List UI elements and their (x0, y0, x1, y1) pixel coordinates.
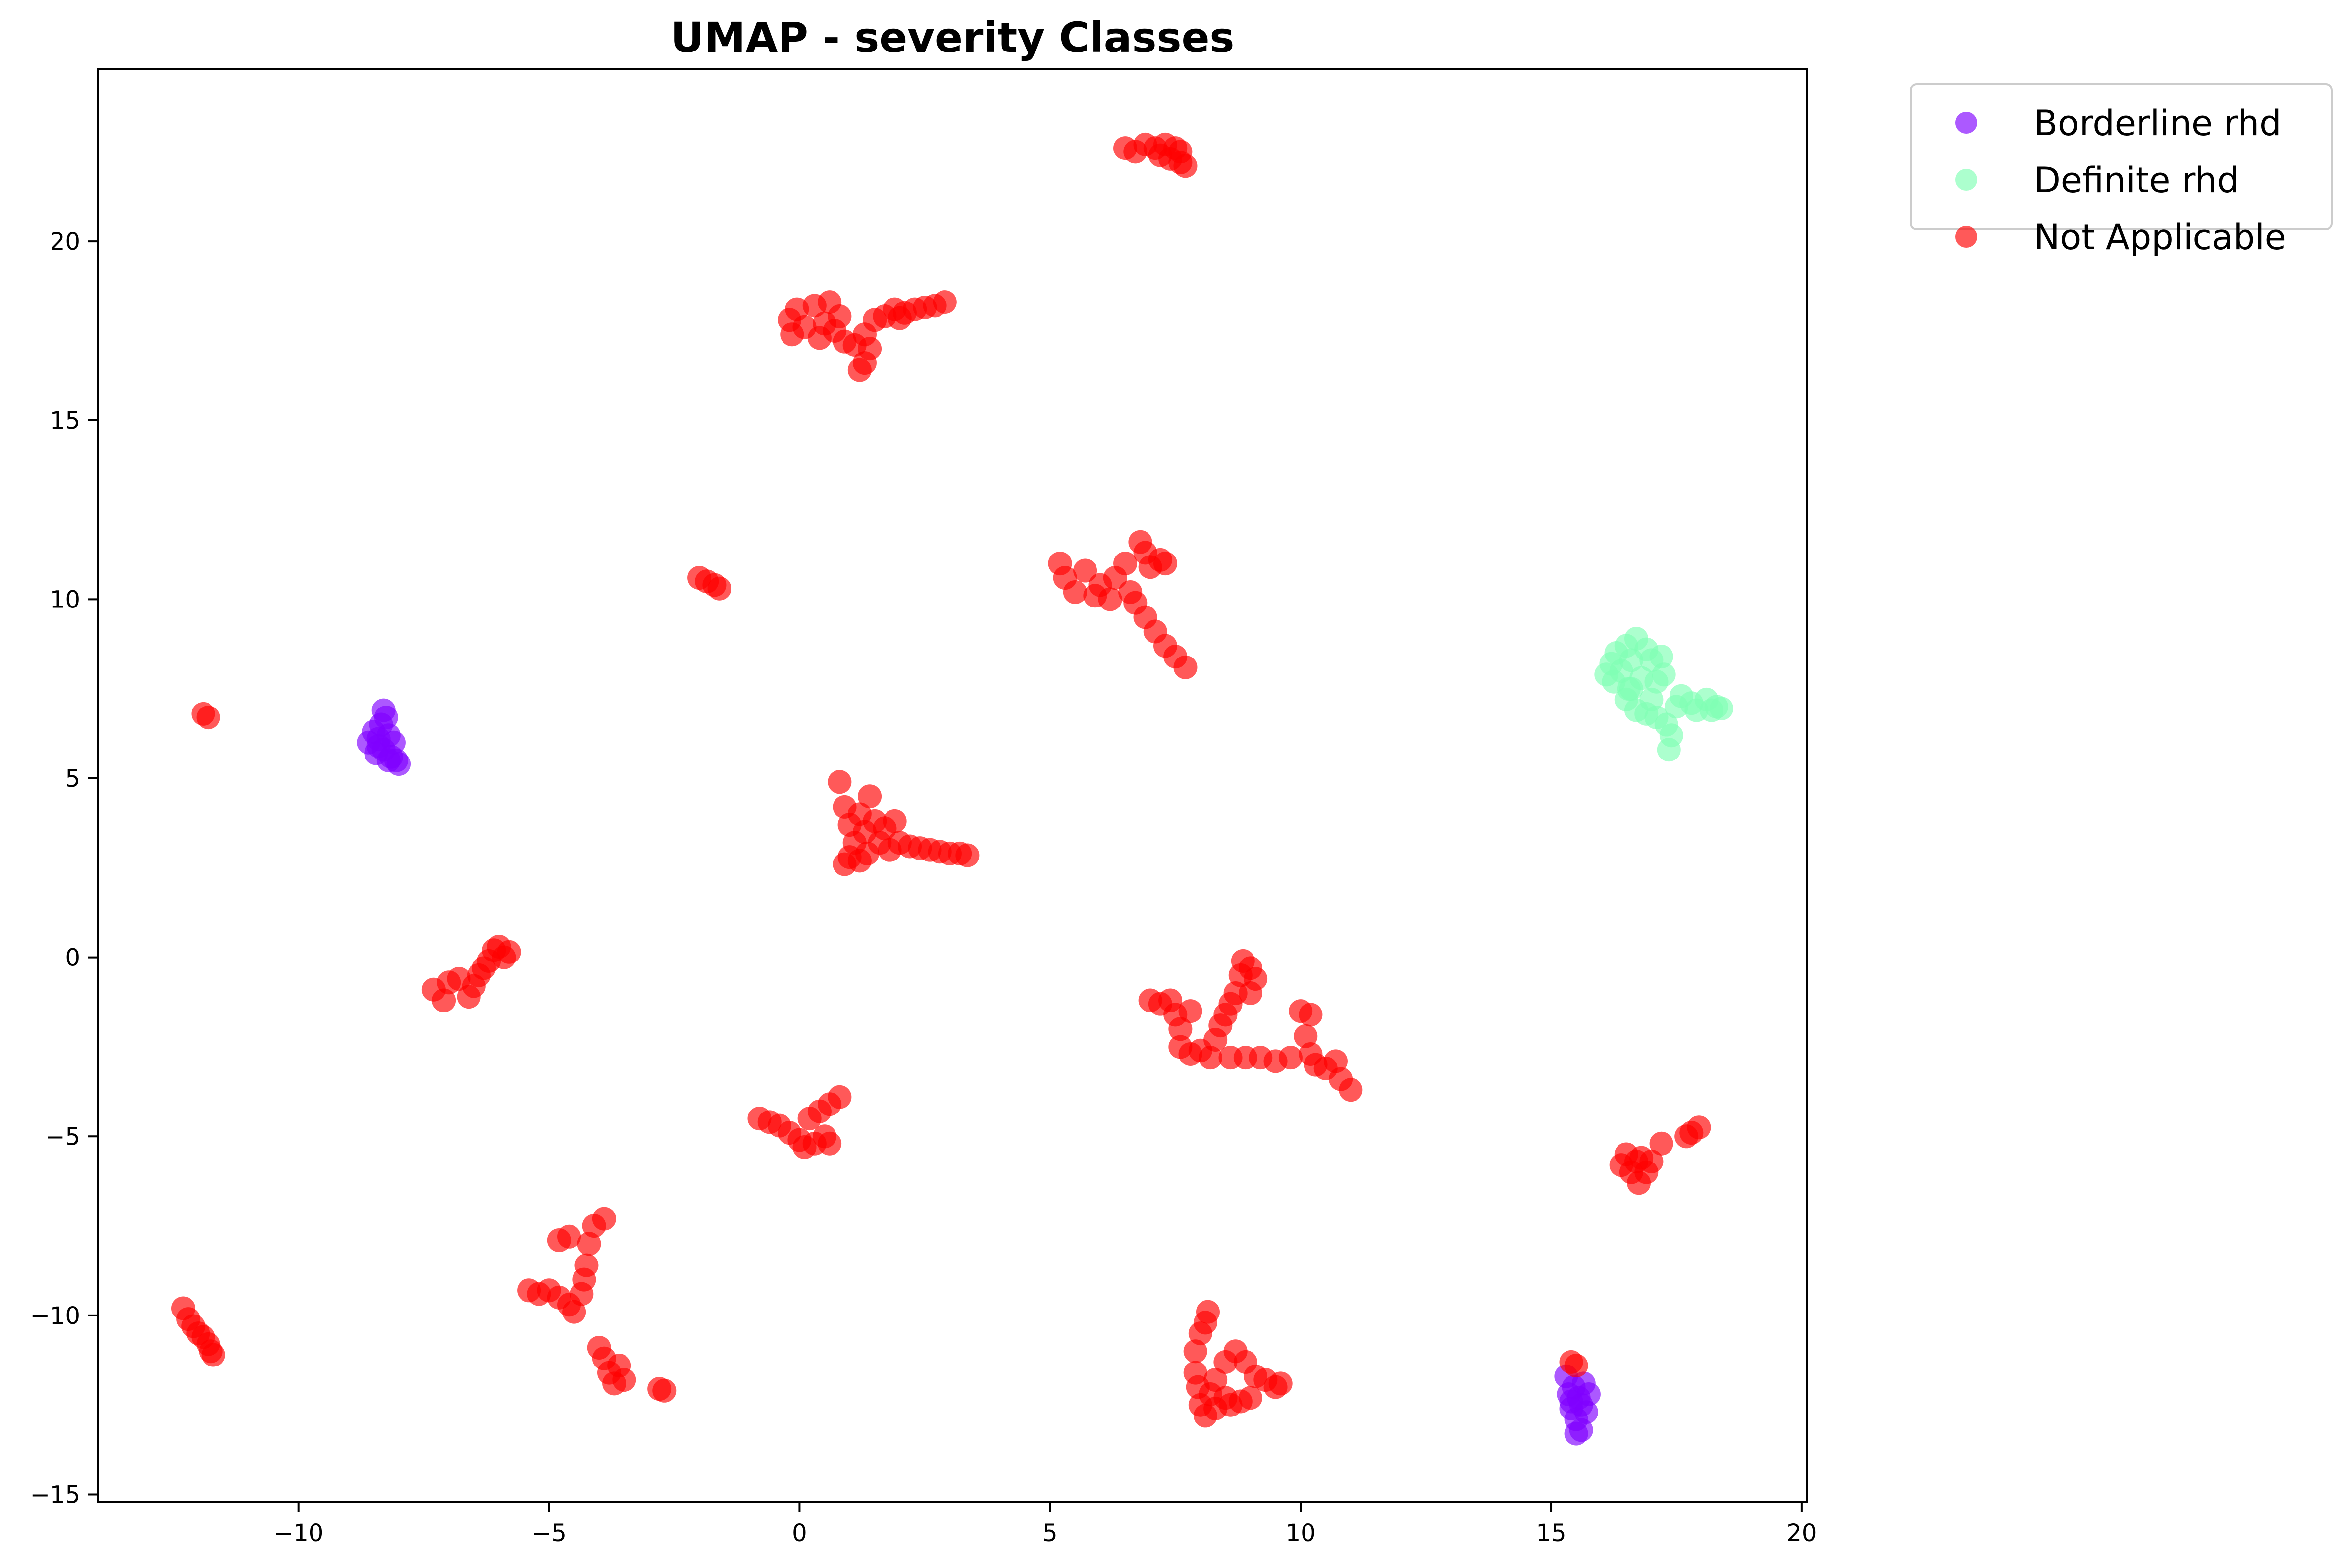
scatter-point (828, 304, 852, 329)
scatter-point (371, 698, 396, 722)
scatter-point (1278, 1046, 1303, 1070)
scatter-point (858, 784, 882, 809)
scatter-point (1238, 981, 1262, 1005)
scatter-point (592, 1207, 616, 1231)
scatter-point (847, 358, 872, 382)
scatter-point (562, 1300, 586, 1324)
y-tick-label: 20 (50, 228, 80, 255)
x-tick-label: −5 (531, 1519, 567, 1547)
scatter-point (883, 809, 907, 833)
scatter-point (1098, 587, 1122, 611)
series-2 (171, 132, 1711, 1428)
y-tick-label: 10 (50, 586, 80, 613)
scatter-point (1687, 1115, 1711, 1140)
scatter-point (1073, 558, 1097, 583)
scatter-point (1183, 1339, 1207, 1364)
scatter-point (707, 576, 731, 601)
legend-marker (1955, 226, 1977, 248)
y-tick-label: −5 (45, 1123, 80, 1151)
legend-label: Borderline rhd (2034, 103, 2282, 144)
scatter-point (933, 290, 957, 314)
scatter-point (487, 934, 511, 959)
scatter-point (577, 1232, 601, 1256)
scatter-point (612, 1368, 636, 1392)
scatter-point (1196, 1300, 1220, 1324)
points-layer (171, 132, 1734, 1446)
series-1 (1594, 626, 1734, 762)
scatter-point (1299, 1003, 1323, 1027)
scatter-point (432, 988, 456, 1012)
scatter-point (955, 843, 980, 867)
scatter-point (1323, 1049, 1348, 1073)
scatter-point (1639, 1149, 1664, 1173)
scatter-point (887, 306, 912, 330)
scatter-point (1168, 140, 1193, 164)
y-tick-label: −10 (30, 1302, 80, 1330)
scatter-point (647, 1377, 672, 1401)
legend: Borderline rhd Definite rhd Not Applicable (1910, 83, 2333, 257)
scatter-point (847, 849, 872, 873)
legend-marker (1955, 169, 1977, 191)
series-0 (357, 698, 1601, 1446)
chart-title: UMAP - severity Classes (671, 13, 1235, 62)
scatter-point (1294, 1024, 1318, 1048)
scatter-point (1178, 999, 1202, 1023)
x-tick-label: 10 (1286, 1519, 1316, 1547)
scatter-point (1652, 662, 1676, 687)
legend-label: Not Applicable (2034, 217, 2286, 257)
x-tick-label: 5 (1043, 1519, 1058, 1547)
y-tick-label: 15 (50, 407, 80, 435)
y-tick-label: 0 (65, 944, 80, 972)
scatter-point (1168, 1017, 1193, 1041)
scatter-point (828, 770, 852, 794)
x-tick-label: 20 (1786, 1519, 1817, 1547)
scatter-point (574, 1253, 599, 1277)
scatter-point (1339, 1078, 1363, 1102)
scatter-point (1649, 645, 1673, 669)
scatter-point (1218, 1393, 1243, 1417)
scatter-point (887, 831, 912, 855)
scatter-point (1063, 580, 1087, 604)
scatter-point (818, 1131, 842, 1156)
y-tick-label: −15 (30, 1481, 80, 1509)
scatter-point (1710, 697, 1734, 721)
scatter-point (557, 1224, 581, 1249)
scatter-point (1657, 738, 1681, 762)
scatter-point (828, 1085, 852, 1109)
legend-frame (1910, 83, 2333, 230)
scatter-point (376, 748, 401, 772)
legend-label: Definite rhd (2034, 160, 2239, 201)
scatter-point (1199, 1382, 1223, 1407)
x-tick-label: 0 (792, 1519, 807, 1547)
scatter-point (1564, 1354, 1588, 1378)
x-axis: −10 −5 0 5 10 15 20 (273, 1502, 1817, 1547)
scatter-point (1639, 687, 1664, 711)
y-tick-label: 5 (65, 765, 80, 793)
x-tick-label: 15 (1536, 1519, 1566, 1547)
scatter-point (1649, 1131, 1673, 1156)
scatter-point (1199, 1046, 1223, 1070)
scatter-point (1564, 1421, 1588, 1446)
scatter-point (1268, 1371, 1293, 1396)
scatter-point (1173, 655, 1198, 679)
scatter-point (196, 706, 220, 730)
y-axis: −15 −10 −5 0 5 10 15 20 (30, 228, 98, 1509)
plot-frame (97, 68, 1808, 1503)
scatter-point (1559, 1389, 1583, 1414)
scatter-point (1113, 552, 1138, 576)
x-tick-label: −10 (273, 1519, 323, 1547)
legend-marker (1955, 112, 1977, 134)
scatter-point (1619, 677, 1643, 701)
scatter-point (201, 1343, 225, 1367)
scatter-point (1153, 552, 1177, 576)
